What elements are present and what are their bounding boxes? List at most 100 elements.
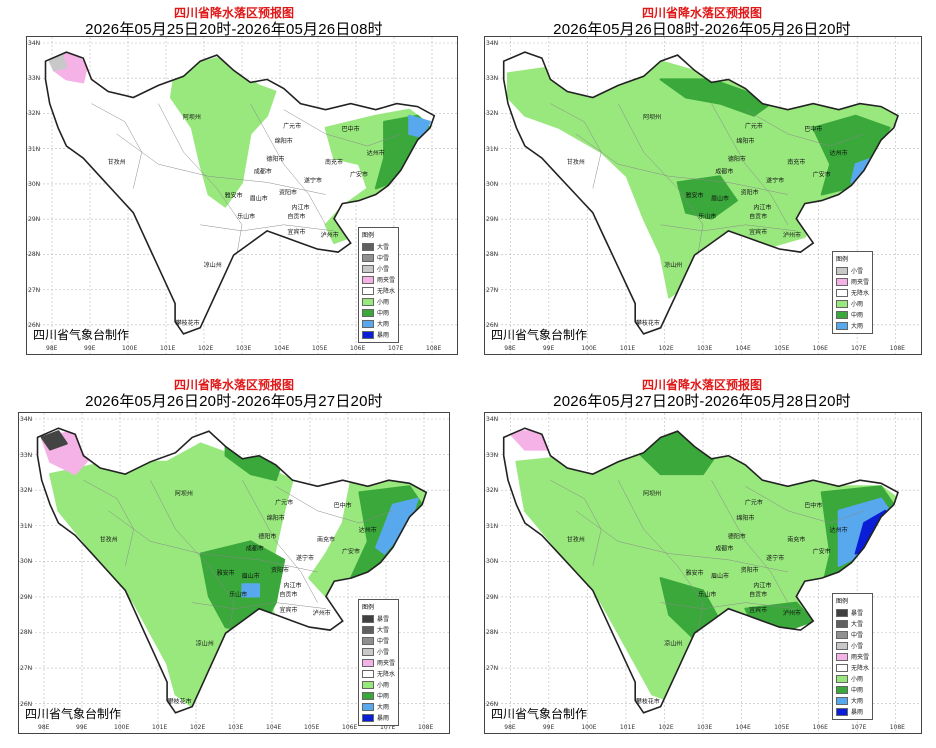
city-label: 南充市 [787,535,805,543]
legend-item: 中雨 [361,690,395,701]
lon-tick-label: 108E [418,724,434,731]
legend-swatch [361,713,374,722]
precip-area-light-snow [48,54,68,72]
lon-tick-label: 103E [236,345,252,352]
city-label: 自贡市 [749,590,767,598]
city-label: 乐山市 [229,590,247,598]
lat-tick-label: 32N [486,110,499,118]
legend-swatch [361,330,374,339]
city-label: 眉山市 [242,572,260,580]
legend-swatch [835,321,848,330]
city-label: 绵阳市 [736,137,754,145]
city-label: 德阳市 [258,532,276,540]
legend-label: 暴雨 [376,332,389,339]
map-legend: 图例 大雪 中雪 小雪 雨夹雪 无降水 小雨 中雨 大雨 暴雨 [357,227,399,343]
forecast-panel-2: 四川省降水落区预报图 2026年05月26日08时-2026年05月26日20时… [468,0,936,374]
panel-title: 四川省降水落区预报图 [173,6,294,20]
city-label: 宜宾市 [287,228,305,236]
lat-tick-label: 31N [28,145,41,153]
city-label: 凉山州 [664,261,682,269]
city-label: 眉山市 [711,195,729,203]
legend-label: 小雪 [850,268,863,275]
legend-label: 暴雪 [376,616,389,623]
lon-tick-label: 106E [812,724,828,731]
lon-tick-label: 100E [581,724,597,731]
lon-tick-label: 101E [619,345,636,352]
lon-tick-label: 105E [304,724,320,731]
city-label: 资阳市 [271,566,289,574]
city-label: 阿坝州 [183,113,201,121]
legend-label: 小雪 [376,266,389,273]
legend-swatch [835,674,848,683]
city-label: 资阳市 [741,566,759,574]
city-label: 广元市 [745,122,763,130]
city-label: 巴中市 [342,125,360,133]
city-label: 达州市 [359,526,377,534]
lat-tick-label: 27N [486,665,499,673]
city-label: 雅安市 [225,192,243,200]
lon-tick-label: 99E [84,345,96,352]
legend-label: 大雪 [376,627,389,634]
lat-tick-label: 34N [20,416,33,423]
lon-tick-label: 102E [658,345,674,352]
city-label: 遂宁市 [296,554,314,562]
lon-tick-label: 107E [851,345,867,352]
legend-item: 暴雨 [361,712,395,723]
city-label: 乐山市 [698,213,716,221]
legend-item: 无降水 [835,287,869,298]
legend-label: 雨夹雪 [850,279,869,286]
city-label: 内江市 [292,204,310,212]
city-label: 宜宾市 [749,606,767,614]
legend-item: 中雪 [835,629,869,640]
lon-tick-label: 107E [388,345,404,352]
lat-tick-label: 32N [28,110,41,118]
lon-tick-label: 99E [542,724,555,731]
legend-label: 中雨 [850,687,863,694]
legend-swatch [361,308,374,317]
lon-tick-label: 102E [198,345,214,352]
legend-swatch [835,608,848,617]
city-label: 自贡市 [749,213,767,221]
legend-label: 中雪 [376,255,389,262]
legend-label: 雨夹雪 [376,660,395,667]
city-label: 资阳市 [279,189,297,197]
lon-tick-label: 103E [697,345,713,352]
city-label: 雅安市 [686,192,704,200]
legend-item: 暴雪 [361,613,395,624]
city-label: 遂宁市 [766,554,784,562]
panel-period: 2026年05月25日20时-2026年05月26日08时 [85,21,383,38]
lat-tick-label: 31N [486,522,499,530]
legend-label: 大雪 [376,244,389,251]
city-label: 南充市 [317,535,335,543]
lon-tick-label: 105E [774,724,790,731]
city-label: 阿坝州 [643,490,661,498]
legend-item: 中雪 [361,252,395,263]
legend-item: 小雪 [835,640,869,651]
city-label: 成都市 [246,545,264,553]
legend-label: 小雪 [850,643,863,650]
legend-swatch [835,641,848,650]
legend-item: 无降水 [361,668,395,679]
city-label: 成都市 [715,545,733,553]
lon-tick-label: 98E [38,724,50,731]
legend-item: 大雨 [361,701,395,712]
lon-tick-label: 104E [266,724,282,731]
city-label: 巴中市 [334,502,352,510]
legend-label: 暴雨 [850,709,863,716]
legend-label: 大雨 [376,321,389,328]
legend-item: 中雨 [835,684,869,695]
lat-tick-label: 26N [28,321,41,329]
legend-item: 小雨 [835,673,869,684]
county-boundaries [550,479,865,652]
lon-tick-label: 104E [274,345,290,352]
lon-tick-label: 105E [774,345,790,352]
legend-title: 图例 [361,232,374,239]
legend-item: 暴雨 [361,329,395,340]
lon-tick-label: 107E [851,724,867,731]
legend-item: 小雨 [361,296,395,307]
province-outline [502,427,899,714]
city-label: 广安市 [342,548,360,556]
precip-area-moderate-rain [676,175,738,220]
